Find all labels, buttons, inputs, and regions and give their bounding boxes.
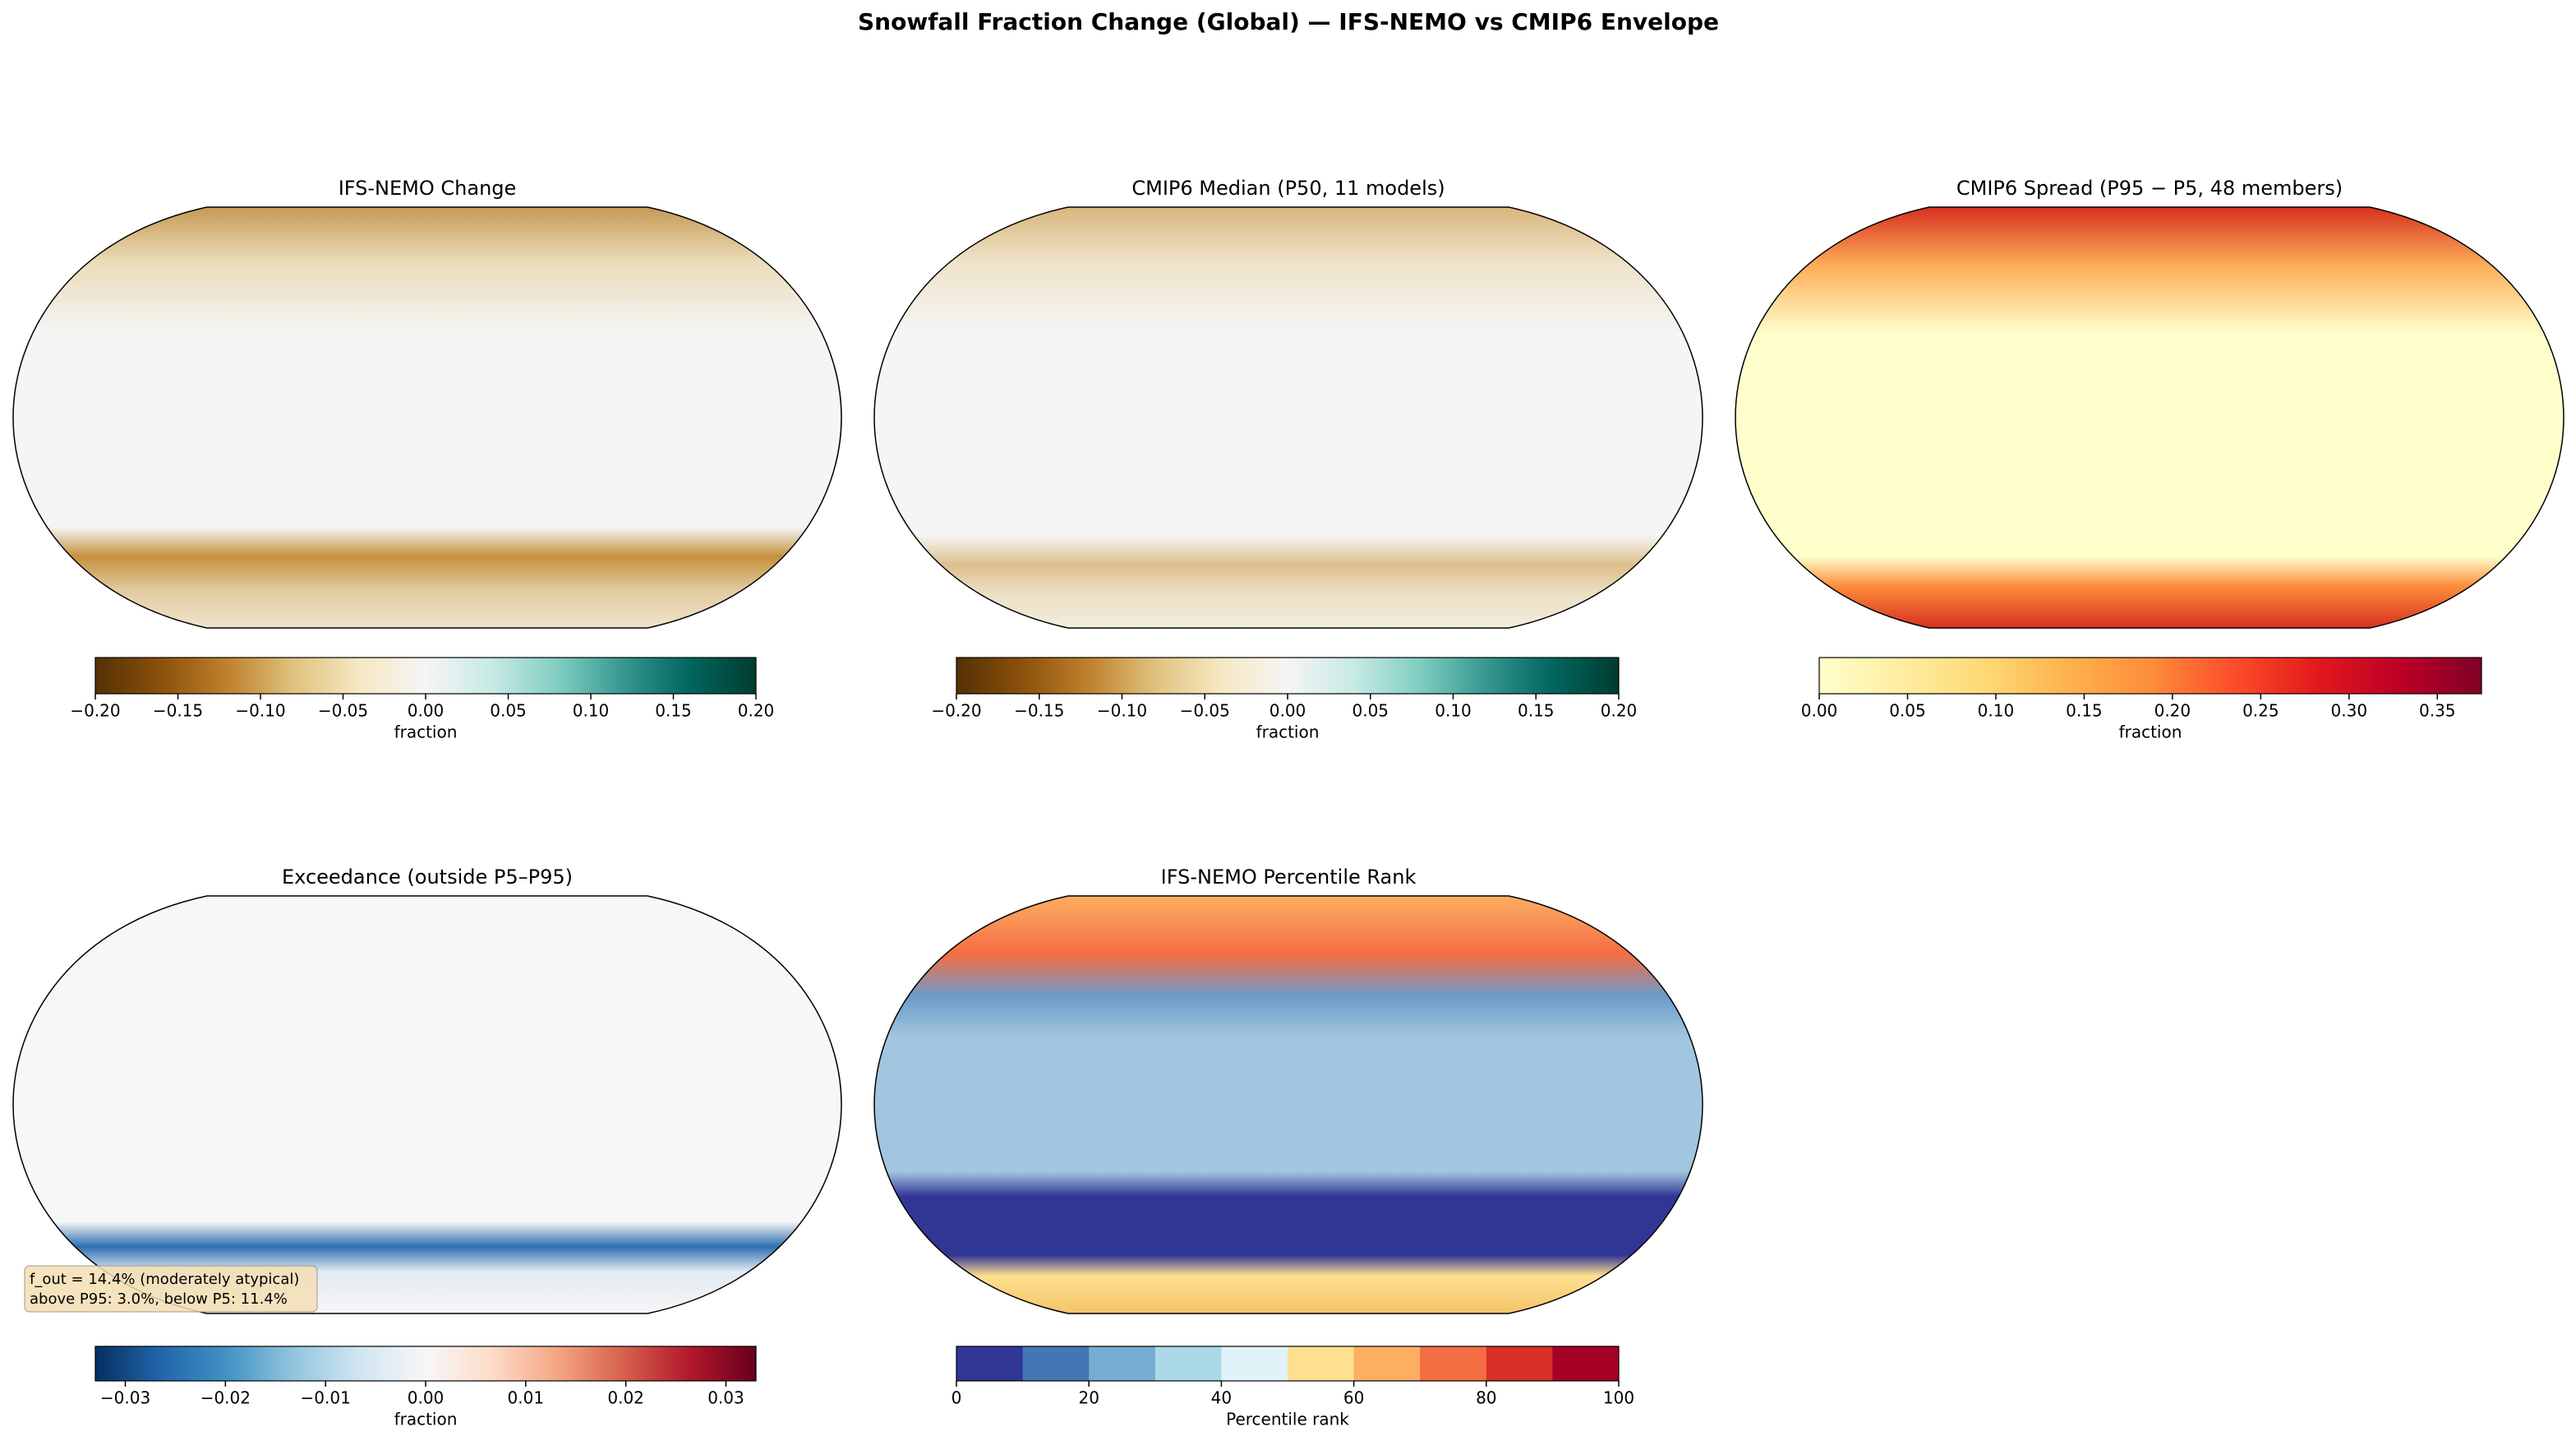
colorbar-frame	[1818, 657, 2482, 695]
panel-title: CMIP6 Spread (P95 − P5, 48 members)	[1956, 177, 2343, 200]
colorbar-tick-label: 80	[1476, 1388, 1496, 1408]
map	[12, 895, 842, 1314]
colorbar-tick-label: −0.15	[153, 701, 203, 721]
colorbar-tick-label: 20	[1078, 1388, 1099, 1408]
colorbar-tick-label: 0.00	[1801, 701, 1838, 721]
annotation: above P95: 3.0%, below P5: 11.4%	[30, 1290, 288, 1308]
colorbar-tick-label: −0.05	[1180, 701, 1230, 721]
colorbar	[95, 658, 756, 694]
colorbar-tick-label: −0.01	[301, 1388, 351, 1408]
colorbar-tick-label: 0.10	[1978, 701, 2015, 721]
colorbar-tick-label: 0.00	[408, 701, 445, 721]
colorbar-tick-label: 0.10	[573, 701, 610, 721]
colorbar-bin	[1154, 1346, 1222, 1381]
colorbar-label: fraction	[2119, 722, 2182, 742]
colorbar-tick-label: 0.10	[1435, 701, 1472, 721]
colorbar-tick-label: 0.02	[607, 1388, 644, 1408]
colorbar-tick-label: 0.25	[2242, 701, 2279, 721]
colorbar-tick-label: 0.35	[2419, 701, 2456, 721]
colorbar-tick-label: 0	[952, 1388, 962, 1408]
panel-title: CMIP6 Median (P50, 11 models)	[1131, 177, 1445, 200]
colorbar-tick-label: −0.02	[200, 1388, 251, 1408]
colorbar	[1819, 658, 2482, 694]
panel-title: IFS-NEMO Change	[339, 177, 517, 200]
colorbar-bin	[1420, 1346, 1487, 1381]
colorbar-tick-label: 0.05	[1889, 701, 1926, 721]
colorbar-tick-label: 0.20	[1601, 701, 1638, 721]
colorbar-bin	[956, 1346, 1024, 1381]
colorbar-tick-label: 0.05	[1352, 701, 1389, 721]
annotation-box	[24, 1265, 318, 1313]
colorbar-tick-label: 0.15	[1518, 701, 1555, 721]
colorbar-tick-label: −0.05	[318, 701, 368, 721]
colorbar-tick-label: 0.15	[655, 701, 692, 721]
annotation: f_out = 14.4% (moderately atypical)	[30, 1271, 299, 1288]
colorbar-tick-label: 0.03	[707, 1388, 744, 1408]
panel-title: IFS-NEMO Percentile Rank	[1161, 866, 1417, 889]
colorbar-tick-label: 0.20	[738, 701, 775, 721]
colorbar-tick-label: −0.15	[1014, 701, 1064, 721]
map	[12, 206, 842, 629]
colorbar-label: fraction	[394, 1410, 458, 1429]
colorbar-tick-label: 0.15	[2066, 701, 2103, 721]
colorbar	[956, 658, 1619, 694]
colorbar-tick-label: 100	[1603, 1388, 1634, 1408]
figure-title: Snowfall Fraction Change (Global) — IFS-…	[858, 8, 1719, 35]
colorbar-tick-label: −0.20	[70, 701, 120, 721]
map	[873, 206, 1703, 629]
colorbar-tick-label: −0.20	[931, 701, 981, 721]
colorbar-frame	[956, 1346, 1620, 1382]
colorbar-label: fraction	[1256, 722, 1320, 742]
colorbar-tick-label: 0.00	[1270, 701, 1306, 721]
colorbar-tick-label: −0.10	[235, 701, 285, 721]
colorbar-tick-label: 0.30	[2331, 701, 2368, 721]
colorbar-tick-label: 0.00	[408, 1388, 445, 1408]
map	[873, 895, 1703, 1314]
panel-title: Exceedance (outside P5–P95)	[282, 866, 573, 889]
colorbar-tick-label: 0.05	[490, 701, 527, 721]
colorbar-bin	[1221, 1346, 1288, 1381]
colorbar-bin	[1089, 1346, 1156, 1381]
colorbar-tick-label: 60	[1343, 1388, 1364, 1408]
colorbar-bin	[1288, 1346, 1355, 1381]
map	[1735, 206, 2564, 629]
colorbar-bin	[1486, 1346, 1553, 1381]
colorbar-tick-label: 0.20	[2154, 701, 2191, 721]
colorbar-label: Percentile rank	[1226, 1410, 1349, 1429]
colorbar-bin	[1552, 1346, 1620, 1381]
colorbar-bin	[1022, 1346, 1090, 1381]
colorbar-tick-label: −0.10	[1097, 701, 1147, 721]
colorbar-tick-label: 40	[1211, 1388, 1232, 1408]
colorbar-tick-label: −0.03	[100, 1388, 150, 1408]
colorbar	[95, 1346, 756, 1381]
colorbar-bin	[1353, 1346, 1421, 1381]
colorbar-label: fraction	[394, 722, 458, 742]
colorbar-tick-label: 0.01	[508, 1388, 545, 1408]
